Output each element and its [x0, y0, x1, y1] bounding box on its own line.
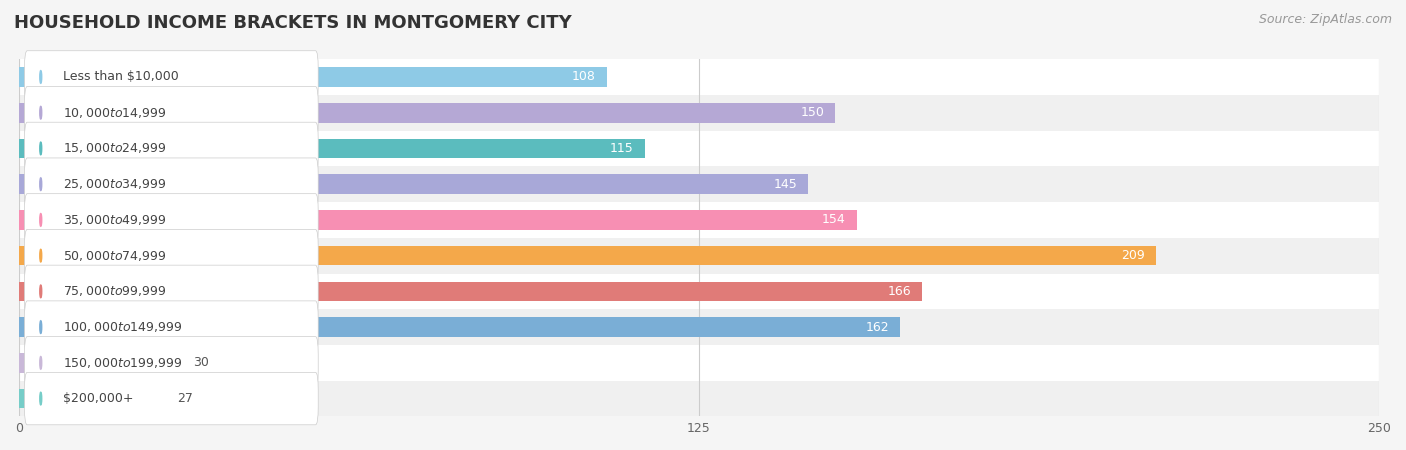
Text: $50,000 to $74,999: $50,000 to $74,999: [62, 249, 166, 263]
Circle shape: [39, 321, 42, 333]
Circle shape: [39, 249, 42, 262]
FancyBboxPatch shape: [24, 337, 318, 389]
Text: $100,000 to $149,999: $100,000 to $149,999: [62, 320, 181, 334]
Text: $10,000 to $14,999: $10,000 to $14,999: [62, 106, 166, 120]
Bar: [20, 282, 922, 301]
Bar: [20, 309, 1379, 345]
Text: 30: 30: [193, 356, 209, 369]
Text: $25,000 to $34,999: $25,000 to $34,999: [62, 177, 166, 191]
Bar: [20, 238, 1379, 274]
Text: $75,000 to $99,999: $75,000 to $99,999: [62, 284, 166, 298]
FancyBboxPatch shape: [24, 86, 318, 139]
Bar: [20, 345, 1379, 381]
Text: 162: 162: [866, 320, 890, 333]
FancyBboxPatch shape: [24, 194, 318, 246]
Bar: [20, 59, 1379, 95]
Bar: [20, 130, 1379, 166]
Bar: [20, 353, 183, 373]
Circle shape: [39, 214, 42, 226]
Text: 145: 145: [773, 178, 797, 191]
Bar: [20, 103, 835, 122]
Bar: [20, 67, 606, 87]
Circle shape: [39, 142, 42, 155]
FancyBboxPatch shape: [24, 122, 318, 175]
Circle shape: [39, 392, 42, 405]
Text: 166: 166: [887, 285, 911, 298]
Text: Source: ZipAtlas.com: Source: ZipAtlas.com: [1258, 14, 1392, 27]
Text: 27: 27: [177, 392, 193, 405]
Bar: [20, 95, 1379, 130]
FancyBboxPatch shape: [24, 265, 318, 318]
Bar: [20, 274, 1379, 309]
Text: 115: 115: [610, 142, 634, 155]
Bar: [20, 210, 856, 230]
Text: $150,000 to $199,999: $150,000 to $199,999: [62, 356, 181, 370]
FancyBboxPatch shape: [24, 51, 318, 103]
Text: 154: 154: [823, 213, 846, 226]
FancyBboxPatch shape: [24, 158, 318, 211]
Bar: [20, 174, 808, 194]
Circle shape: [39, 178, 42, 190]
Text: $35,000 to $49,999: $35,000 to $49,999: [62, 213, 166, 227]
Circle shape: [39, 285, 42, 298]
Text: HOUSEHOLD INCOME BRACKETS IN MONTGOMERY CITY: HOUSEHOLD INCOME BRACKETS IN MONTGOMERY …: [14, 14, 572, 32]
FancyBboxPatch shape: [24, 372, 318, 425]
Text: 150: 150: [800, 106, 824, 119]
Bar: [20, 389, 166, 409]
Bar: [20, 166, 1379, 202]
FancyBboxPatch shape: [24, 230, 318, 282]
Circle shape: [39, 106, 42, 119]
Text: Less than $10,000: Less than $10,000: [62, 71, 179, 83]
Text: $200,000+: $200,000+: [62, 392, 134, 405]
Bar: [20, 246, 1156, 266]
Bar: [20, 202, 1379, 238]
Text: $15,000 to $24,999: $15,000 to $24,999: [62, 141, 166, 155]
Circle shape: [39, 71, 42, 83]
Text: 209: 209: [1122, 249, 1144, 262]
Bar: [20, 381, 1379, 416]
Bar: [20, 139, 644, 158]
Bar: [20, 317, 900, 337]
FancyBboxPatch shape: [24, 301, 318, 353]
Circle shape: [39, 356, 42, 369]
Text: 108: 108: [572, 71, 596, 83]
